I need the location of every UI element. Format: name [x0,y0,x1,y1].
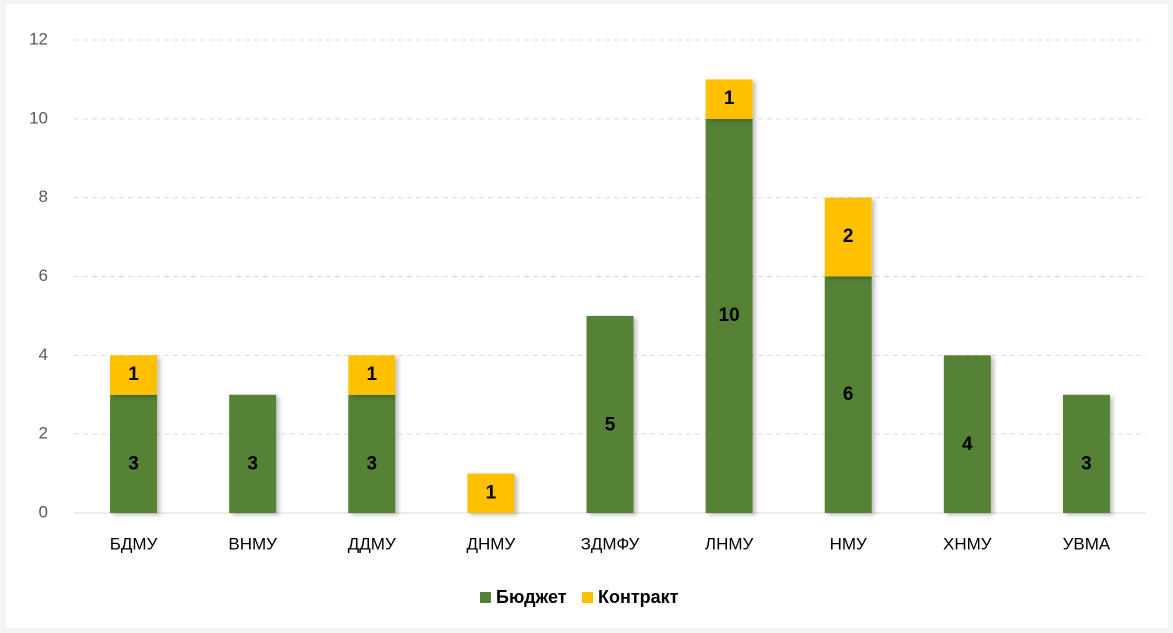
data-label: 3 [247,454,258,475]
bar-segment [110,355,158,395]
data-label: 2 [843,226,854,247]
x-tick-label: ВНМУ [228,534,277,553]
x-tick-label: ХНМУ [943,534,992,553]
x-tick-label: НМУ [830,534,867,553]
y-tick-label: 4 [39,345,48,364]
bar-segment [705,79,753,119]
data-label: 4 [962,434,973,455]
y-tick-label: 6 [39,266,48,285]
legend-label: Бюджет [496,587,567,607]
y-tick-label: 12 [29,29,48,48]
y-tick-label: 0 [39,502,48,521]
data-label: 3 [128,454,139,475]
legend-swatch [480,592,491,603]
x-tick-label: ЗДМФУ [581,534,640,553]
x-tick-label: ДДМУ [348,534,396,553]
data-label: 10 [719,305,740,326]
bar-segment [110,394,158,513]
x-tick-label: ЛНМУ [705,534,754,553]
bar-segment [1062,394,1110,513]
data-label: 1 [366,364,377,385]
data-label: 5 [605,414,616,435]
bar-segment [586,315,634,513]
bar-segment [348,355,396,395]
data-label: 1 [724,88,735,109]
data-label: 3 [1081,454,1092,475]
bar-segment [705,118,753,513]
x-tick-label: УВМА [1063,534,1111,553]
bar-segment [824,197,872,277]
bar-segment [824,276,872,513]
x-tick-label: БДМУ [110,534,158,553]
data-label: 6 [843,384,854,405]
data-label: 3 [366,454,377,475]
y-tick-label: 10 [29,108,48,127]
legend-label: Контракт [598,587,679,607]
bar-segment [348,394,396,513]
data-label: 1 [128,364,139,385]
bar-segment [467,473,515,513]
x-tick-label: ДНМУ [467,534,516,553]
data-label: 1 [486,482,497,503]
bar-segment [943,355,991,513]
legend-swatch [582,592,593,603]
y-tick-label: 2 [39,424,48,443]
bar-segment [229,394,277,513]
y-tick-label: 8 [39,187,48,206]
